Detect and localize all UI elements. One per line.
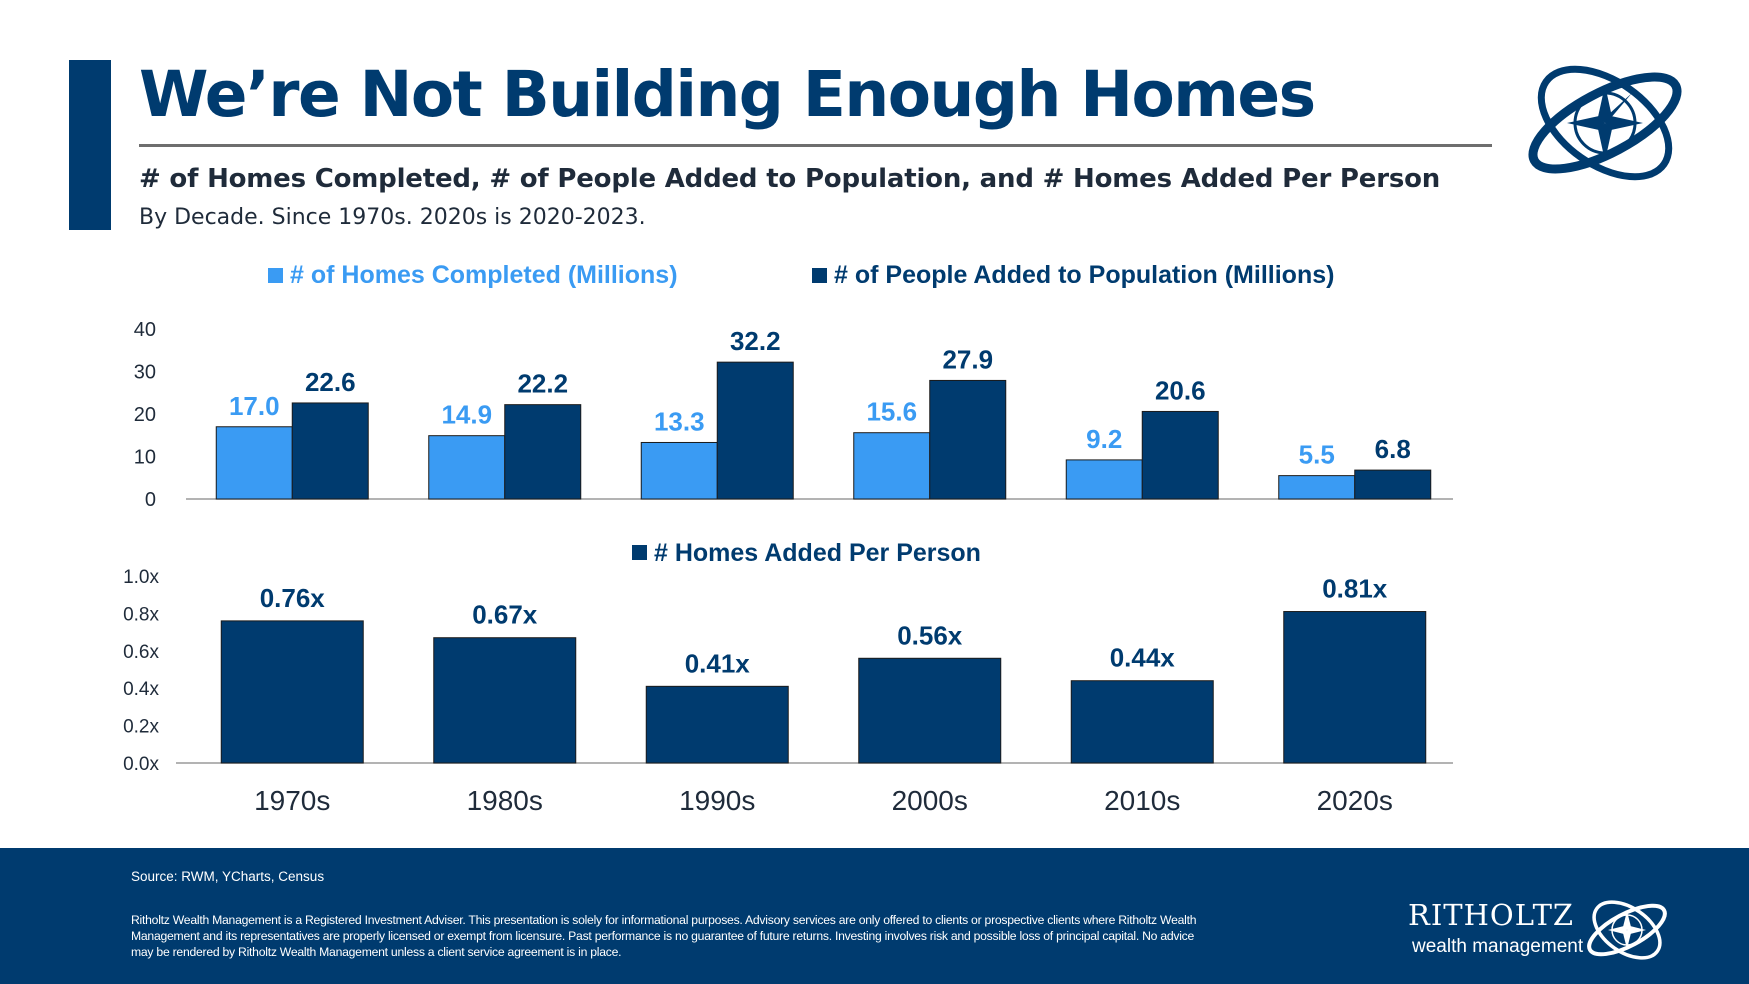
category-label: 2020s (1317, 785, 1393, 816)
data-label-homes: 9.2 (1086, 424, 1122, 454)
bar-homes-completed (640, 441, 718, 500)
bar-homes-per-person (645, 685, 789, 764)
legend-swatch-per-person (632, 545, 647, 560)
bar-homes-completed (1278, 475, 1356, 500)
compass-rings-logo-icon-footer (1587, 900, 1667, 960)
source-note: Source: RWM, YCharts, Census (131, 869, 325, 884)
data-label-homes: 13.3 (654, 406, 705, 436)
title-divider (139, 144, 1492, 147)
bottom-y-tick-label: 0.8x (123, 604, 159, 625)
top-y-tick-label: 40 (134, 319, 156, 341)
bar-people-added (929, 379, 1007, 500)
brand-subtitle: wealth management (1412, 936, 1584, 957)
category-label: 2010s (1104, 785, 1180, 816)
bar-people-added (504, 404, 582, 500)
bar-homes-completed (853, 432, 931, 500)
data-label-people: 22.6 (305, 367, 356, 397)
bottom-y-tick-label: 0.6x (123, 642, 159, 663)
bottom-y-tick-label: 1.0x (123, 567, 159, 588)
bar-people-added (1141, 410, 1219, 500)
data-label-people: 6.8 (1375, 434, 1411, 464)
bar-homes-per-person (220, 620, 364, 764)
data-label-per-person: 0.76x (260, 583, 326, 613)
top-bars: 17.0 22.6 14.9 22.2 13.3 32.2 15.6 27.9 9.2 20.6 5… (215, 326, 1432, 500)
data-label-homes: 15.6 (866, 397, 917, 427)
compass-rings-logo-icon (1528, 65, 1682, 181)
brand-wordmark: RITHOLTZ wealth management (1408, 898, 1678, 968)
page-title: We’re Not Building Enough Homes (139, 58, 1316, 131)
bottom-y-tick-label: 0.2x (123, 717, 159, 738)
top-y-tick-label: 0 (145, 489, 156, 511)
brand-name: RITHOLTZ (1408, 898, 1575, 932)
bar-homes-completed (428, 435, 506, 500)
top-y-axis: 0 10 20 30 40 (134, 319, 156, 511)
footer (0, 848, 1749, 984)
legend-label-homes: # of Homes Completed (Millions) (290, 261, 678, 289)
legend-top: # of Homes Completed (Millions) # of Peo… (268, 261, 1334, 289)
data-label-homes: 17.0 (229, 391, 280, 421)
top-y-tick-label: 10 (134, 447, 156, 469)
bottom-y-axis: 0.0x 0.2x 0.4x 0.6x 0.8x 1.0x (123, 567, 159, 775)
legend-bottom: # Homes Added Per Person (632, 539, 981, 567)
data-label-per-person: 0.67x (472, 600, 538, 630)
bar-homes-per-person (433, 637, 577, 764)
bottom-y-tick-label: 0.0x (123, 754, 159, 775)
category-label: 1980s (467, 785, 543, 816)
bar-people-added (1354, 469, 1432, 500)
bar-homes-per-person (1070, 680, 1214, 764)
bar-people-added (716, 361, 794, 500)
charts-canvas: # of Homes Completed (Millions) # of Peo… (123, 261, 1453, 816)
data-label-per-person: 0.44x (1110, 643, 1176, 673)
bar-homes-per-person (1283, 611, 1427, 764)
data-label-people: 22.2 (517, 369, 568, 399)
legend-label-people: # of People Added to Population (Million… (834, 261, 1334, 289)
category-label: 2000s (892, 785, 968, 816)
data-label-per-person: 0.41x (685, 648, 751, 678)
data-label-people: 27.9 (942, 344, 993, 374)
category-axis: 1970s 1980s 1990s 2000s 2010s 2020s (254, 785, 1393, 816)
legend-swatch-people (812, 268, 827, 283)
bottom-bars: 0.76x 0.67x 0.41x 0.56x 0.44x 0.81x (220, 574, 1427, 764)
category-label: 1990s (679, 785, 755, 816)
top-y-tick-label: 20 (134, 404, 156, 426)
data-label-homes: 5.5 (1299, 440, 1335, 470)
chart-note: By Decade. Since 1970s. 2020s is 2020-20… (139, 205, 646, 230)
data-label-people: 32.2 (730, 326, 781, 356)
data-label-per-person: 0.81x (1322, 574, 1388, 604)
data-label-per-person: 0.56x (897, 620, 963, 650)
bottom-y-tick-label: 0.4x (123, 679, 159, 700)
bar-people-added (291, 402, 369, 500)
top-y-tick-label: 30 (134, 362, 156, 384)
bar-homes-per-person (858, 657, 1002, 764)
legend-swatch-homes (268, 268, 283, 283)
disclaimer-text: Ritholtz Wealth Management is a Register… (131, 913, 1197, 960)
bar-homes-completed (215, 426, 293, 500)
title-accent-bar (69, 60, 111, 230)
data-label-homes: 14.9 (441, 400, 492, 430)
data-label-people: 20.6 (1155, 375, 1206, 405)
category-label: 1970s (254, 785, 330, 816)
bar-homes-completed (1065, 459, 1143, 500)
legend-label-per-person: # Homes Added Per Person (654, 539, 981, 567)
chart-subtitle: # of Homes Completed, # of People Added … (139, 164, 1441, 194)
